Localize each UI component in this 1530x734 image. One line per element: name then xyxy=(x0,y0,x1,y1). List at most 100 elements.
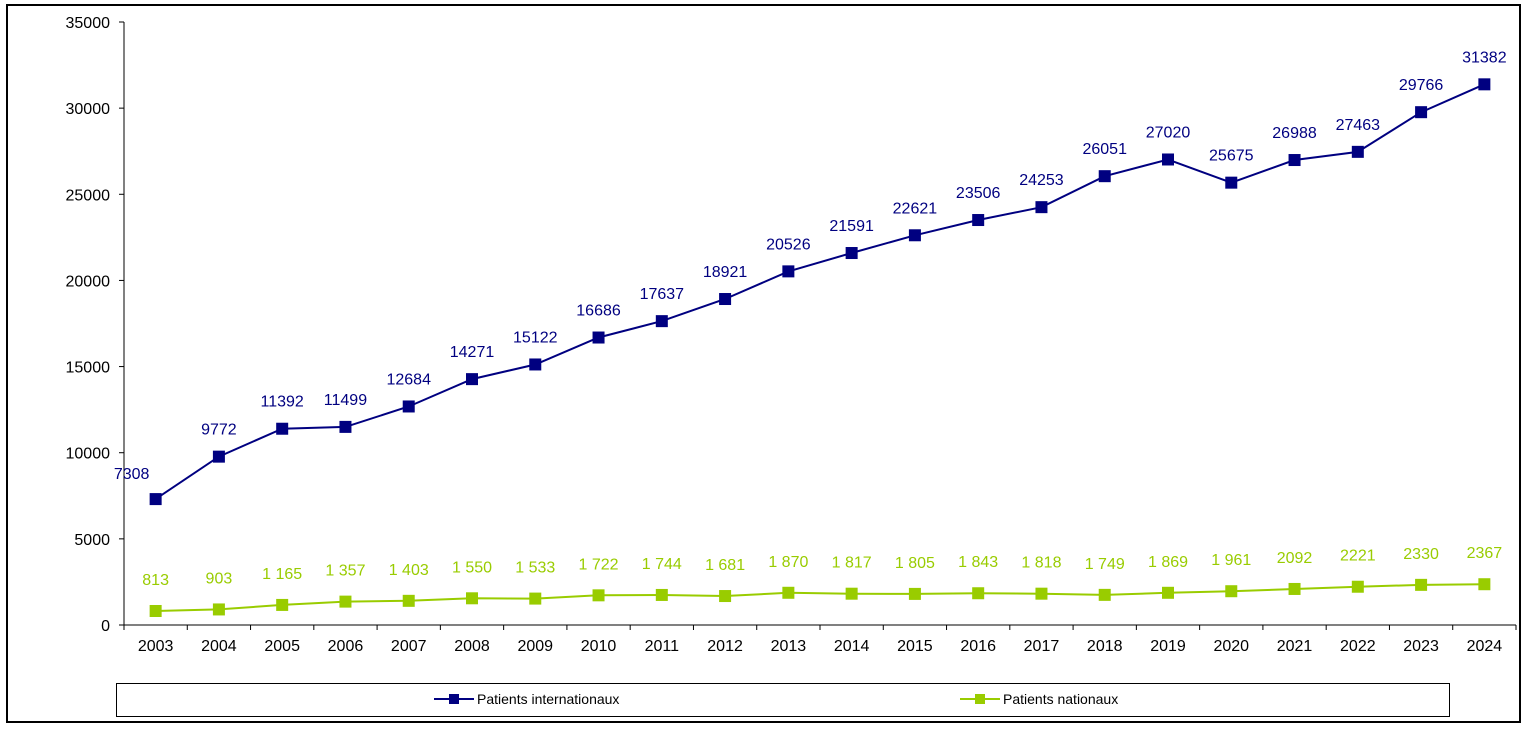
data-label-international: 17637 xyxy=(640,286,685,303)
y-tick-label: 25000 xyxy=(66,187,111,204)
x-tick-label: 2014 xyxy=(834,638,870,655)
data-label-international: 11392 xyxy=(261,394,304,411)
x-tick-label: 2012 xyxy=(707,638,743,655)
data-label-national: 2092 xyxy=(1277,550,1313,567)
series-line-national xyxy=(155,583,1485,612)
data-point-national xyxy=(592,589,605,602)
data-label-international: 9772 xyxy=(201,422,237,439)
data-point-international xyxy=(149,493,162,506)
legend-label-international: Patients internationaux xyxy=(477,691,620,707)
data-point-international xyxy=(1288,154,1301,167)
data-label-national: 1 403 xyxy=(389,562,429,579)
data-label-national: 2330 xyxy=(1403,546,1439,563)
legend-item-national: Patients nationaux xyxy=(960,691,1118,707)
legend-swatch-national xyxy=(960,693,1000,705)
data-label-international: 7308 xyxy=(114,466,150,483)
data-label-international: 23506 xyxy=(956,185,1001,202)
data-point-national xyxy=(1415,578,1428,591)
legend-label-national: Patients nationaux xyxy=(1003,691,1119,707)
x-tick-label: 2022 xyxy=(1340,638,1376,655)
axes: 0 5000 10000 15000 20000 25000 30000 35000 2003 2… xyxy=(66,15,1517,655)
x-tick-label: 2009 xyxy=(517,638,553,655)
data-point-national xyxy=(1035,587,1048,600)
data-label-international: 18921 xyxy=(703,264,748,281)
data-point-international xyxy=(212,450,225,463)
x-tick-label: 2020 xyxy=(1213,638,1249,655)
data-point-international xyxy=(972,214,985,227)
data-point-international xyxy=(339,420,352,433)
data-point-international xyxy=(1035,201,1048,214)
x-tick-label: 2015 xyxy=(897,638,933,655)
data-point-national xyxy=(972,587,985,600)
data-label-international: 22621 xyxy=(893,200,938,217)
data-point-national xyxy=(276,598,289,611)
data-label-international: 31382 xyxy=(1462,49,1507,66)
data-label-national: 1 550 xyxy=(452,559,492,576)
data-point-international xyxy=(276,422,289,435)
x-tick-label: 2024 xyxy=(1467,638,1503,655)
data-label-international: 27463 xyxy=(1336,117,1381,134)
y-tick-label: 35000 xyxy=(66,15,111,32)
data-point-national xyxy=(529,592,542,605)
legend-swatch-international xyxy=(434,693,474,705)
x-tick-label: 2004 xyxy=(201,638,237,655)
data-point-national xyxy=(466,592,478,605)
data-point-national xyxy=(782,586,795,599)
data-label-international: 12684 xyxy=(386,371,431,388)
x-tick-label: 2013 xyxy=(771,638,807,655)
x-tick-label: 2007 xyxy=(391,638,427,655)
data-label-national: 1 749 xyxy=(1085,556,1125,573)
data-point-international xyxy=(592,331,605,344)
data-label-national: 903 xyxy=(206,570,233,587)
data-label-national: 1 533 xyxy=(515,560,555,577)
data-label-international: 14271 xyxy=(450,344,495,361)
data-point-international xyxy=(1162,153,1174,166)
data-label-national: 1 961 xyxy=(1211,552,1251,569)
data-label-international: 26051 xyxy=(1082,141,1127,158)
data-label-national: 1 722 xyxy=(579,556,619,573)
chart-frame xyxy=(6,4,1521,723)
data-point-national xyxy=(1478,578,1491,591)
y-tick-label: 20000 xyxy=(66,273,111,290)
data-point-international xyxy=(1225,176,1238,189)
data-point-national xyxy=(845,587,858,600)
data-label-international: 26988 xyxy=(1272,125,1317,142)
data-point-international xyxy=(529,358,542,371)
data-label-national: 1 843 xyxy=(958,554,998,571)
x-tick-label: 2011 xyxy=(645,638,680,655)
data-point-national xyxy=(339,595,352,608)
data-point-national xyxy=(402,594,415,607)
data-label-national: 813 xyxy=(142,572,169,589)
data-point-international xyxy=(1478,78,1491,91)
data-label-national: 1 681 xyxy=(705,557,745,574)
data-label-international: 27020 xyxy=(1146,124,1191,141)
data-point-international xyxy=(1415,106,1428,119)
data-label-international: 16686 xyxy=(576,303,621,320)
data-label-national: 1 744 xyxy=(642,556,682,573)
data-label-national: 1 818 xyxy=(1021,555,1061,572)
x-tick-label: 2003 xyxy=(138,638,174,655)
data-label-international: 15122 xyxy=(513,329,558,346)
data-label-national: 1 870 xyxy=(768,554,808,571)
data-point-national xyxy=(655,588,668,601)
legend: Patients internationaux Patients nationa… xyxy=(116,683,1450,717)
data-label-national: 1 165 xyxy=(262,566,302,583)
data-point-international xyxy=(782,265,795,278)
x-tick-label: 2018 xyxy=(1087,638,1123,655)
series-lines xyxy=(155,83,1485,612)
y-tick-label: 10000 xyxy=(66,446,111,463)
data-label-national: 2221 xyxy=(1340,548,1376,565)
data-point-national xyxy=(212,603,225,616)
x-tick-label: 2016 xyxy=(960,638,996,655)
y-tick-label: 15000 xyxy=(66,360,111,377)
data-point-national xyxy=(1162,586,1174,599)
x-tick-label: 2023 xyxy=(1403,638,1439,655)
x-tick-label: 2019 xyxy=(1150,638,1186,655)
data-label-national: 1 357 xyxy=(325,563,365,580)
legend-square-marker-icon xyxy=(975,694,985,704)
y-tick-label: 5000 xyxy=(74,532,110,549)
data-point-international xyxy=(845,247,858,260)
x-tick-label: 2021 xyxy=(1277,638,1313,655)
data-label-national: 2367 xyxy=(1467,545,1503,562)
